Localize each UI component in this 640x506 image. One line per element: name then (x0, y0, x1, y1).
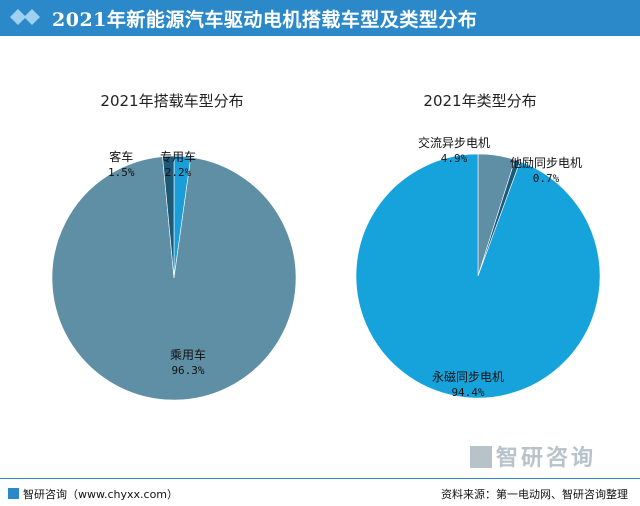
slice-name: 交流异步电机 (418, 136, 491, 150)
footer-left-text: 智研咨询（www.chyxx.com） (23, 488, 179, 501)
header-diamond-icon-2 (24, 9, 40, 25)
chart-1-label-special-vehicle: 专用车 2.2% (160, 150, 196, 180)
slice-name: 乘用车 (170, 348, 207, 362)
chart-2-label-separately-excited: 他励同步电机 0.7% (510, 156, 582, 186)
header-bar: 2021年新能源汽车驱动电机搭载车型及类型分布 (0, 0, 640, 36)
chart-1-label-passenger-car: 乘用车 96.3% (170, 348, 206, 378)
brand-logo-icon (470, 446, 492, 468)
slice-percent: 2.2% (164, 166, 192, 179)
footer-logo-icon (8, 488, 19, 499)
slice-percent: 0.7% (532, 172, 560, 185)
slice-percent: 96.3% (171, 364, 205, 377)
pie-1-slice-1 (51, 156, 297, 401)
pie-2-slice-2 (355, 153, 601, 399)
slice-name: 他励同步电机 (510, 156, 583, 170)
slice-name: 永磁同步电机 (432, 370, 505, 384)
slice-percent: 1.5% (108, 166, 135, 179)
slice-percent: 4.9% (440, 152, 468, 165)
chart-1-label-bus: 客车 1.5% (108, 150, 135, 180)
slice-name: 客车 (109, 150, 134, 164)
slice-percent: 94.4% (451, 386, 485, 399)
header-diamond-icon (10, 9, 26, 25)
footer-source-site: 智研咨询（www.chyxx.com） (8, 486, 178, 502)
brand-text: 智研咨询 (496, 446, 597, 471)
slice-name: 专用车 (160, 150, 197, 164)
chart-2-title: 2021年类型分布 (423, 92, 537, 110)
footer-data-source: 资料来源：第一电动网、智研咨询整理 (441, 488, 628, 501)
brand-watermark: 智研咨询 (470, 440, 596, 472)
chart-2-label-pm-sync: 永磁同步电机 94.4% (432, 370, 504, 400)
chart-2-label-ac-async: 交流异步电机 4.9% (418, 136, 490, 166)
pie-1-slice-2 (162, 155, 175, 279)
page-title: 2021年新能源汽车驱动电机搭载车型及类型分布 (52, 9, 478, 31)
footer-divider (0, 478, 640, 479)
chart-1-title: 2021年搭载车型分布 (100, 92, 244, 110)
